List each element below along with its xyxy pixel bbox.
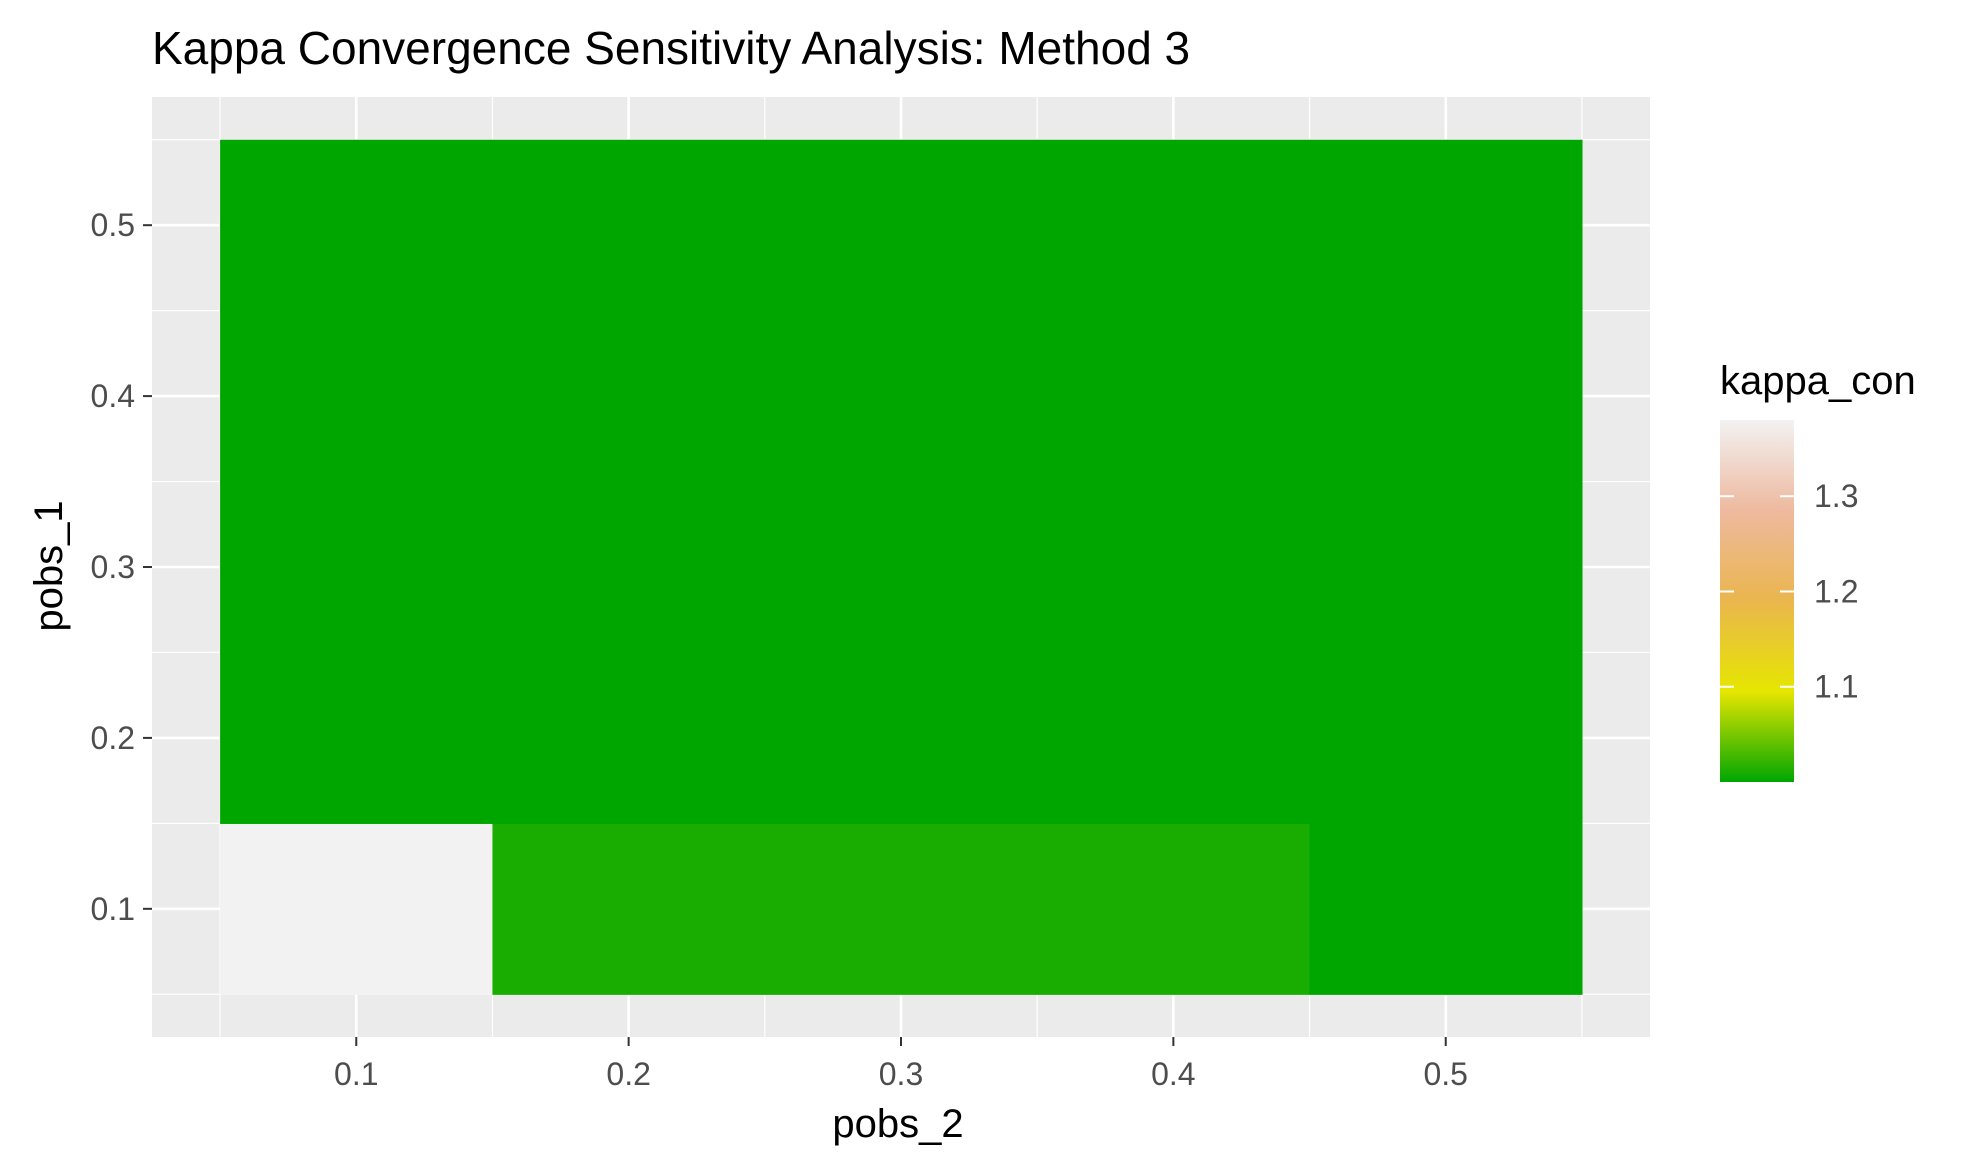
- heatmap-tile: [492, 652, 766, 824]
- y-tick-label: 0.2: [91, 720, 135, 756]
- legend-tick-label: 1.1: [1814, 669, 1858, 705]
- heatmap-tile: [1309, 481, 1583, 654]
- x-tick-label: 0.4: [1151, 1056, 1195, 1092]
- x-tick-label: 0.3: [879, 1056, 923, 1092]
- legend-colorbar: [1720, 420, 1794, 782]
- heatmap-tile: [220, 481, 494, 654]
- legend-tick-label: 1.2: [1814, 573, 1858, 609]
- heatmap-tile: [492, 823, 766, 995]
- y-tick-label: 0.3: [91, 549, 135, 585]
- x-tick-label: 0.5: [1423, 1056, 1467, 1092]
- y-tick-label: 0.1: [91, 891, 135, 927]
- heatmap-tile: [220, 823, 494, 995]
- heatmap-tile: [220, 310, 494, 483]
- heatmap-tile: [1309, 652, 1583, 824]
- heatmap-tile: [220, 652, 494, 824]
- heatmap-tile: [1309, 310, 1583, 483]
- y-axis: 0.1 0.2 0.3 0.4 0.5: [91, 207, 152, 927]
- legend-title: kappa_con: [1720, 359, 1916, 403]
- x-axis: 0.1 0.2 0.3 0.4 0.5: [334, 1037, 1468, 1092]
- heatmap-tile: [1037, 823, 1311, 995]
- x-tick-label: 0.2: [606, 1056, 650, 1092]
- heatmap-tile: [492, 139, 766, 312]
- heatmap-tile: [764, 310, 1038, 483]
- legend: kappa_con 1.1 1.2 1.3: [1720, 359, 1916, 782]
- heatmap-tile: [764, 481, 1038, 654]
- y-tick-label: 0.4: [91, 378, 135, 414]
- y-axis-title: pobs_1: [27, 500, 71, 631]
- legend-tick-label: 1.3: [1814, 478, 1858, 514]
- heatmap-tile: [1309, 823, 1583, 995]
- chart-title: Kappa Convergence Sensitivity Analysis: …: [152, 22, 1190, 74]
- plot-panel: [152, 97, 1650, 1037]
- y-tick-label: 0.5: [91, 207, 135, 243]
- heatmap-tile: [492, 310, 766, 483]
- heatmap-tile: [220, 139, 494, 312]
- heatmap-tile: [492, 481, 766, 654]
- heatmap-tile: [1309, 139, 1583, 312]
- heatmap-tile: [764, 823, 1038, 995]
- x-axis-title: pobs_2: [832, 1102, 963, 1146]
- heatmap-tile: [764, 139, 1038, 312]
- heatmap-tile: [764, 652, 1038, 824]
- heatmap-tile: [1037, 139, 1311, 312]
- heatmap-tile: [1037, 481, 1311, 654]
- heatmap-tile: [1037, 652, 1311, 824]
- x-tick-label: 0.1: [334, 1056, 378, 1092]
- heatmap-tile: [1037, 310, 1311, 483]
